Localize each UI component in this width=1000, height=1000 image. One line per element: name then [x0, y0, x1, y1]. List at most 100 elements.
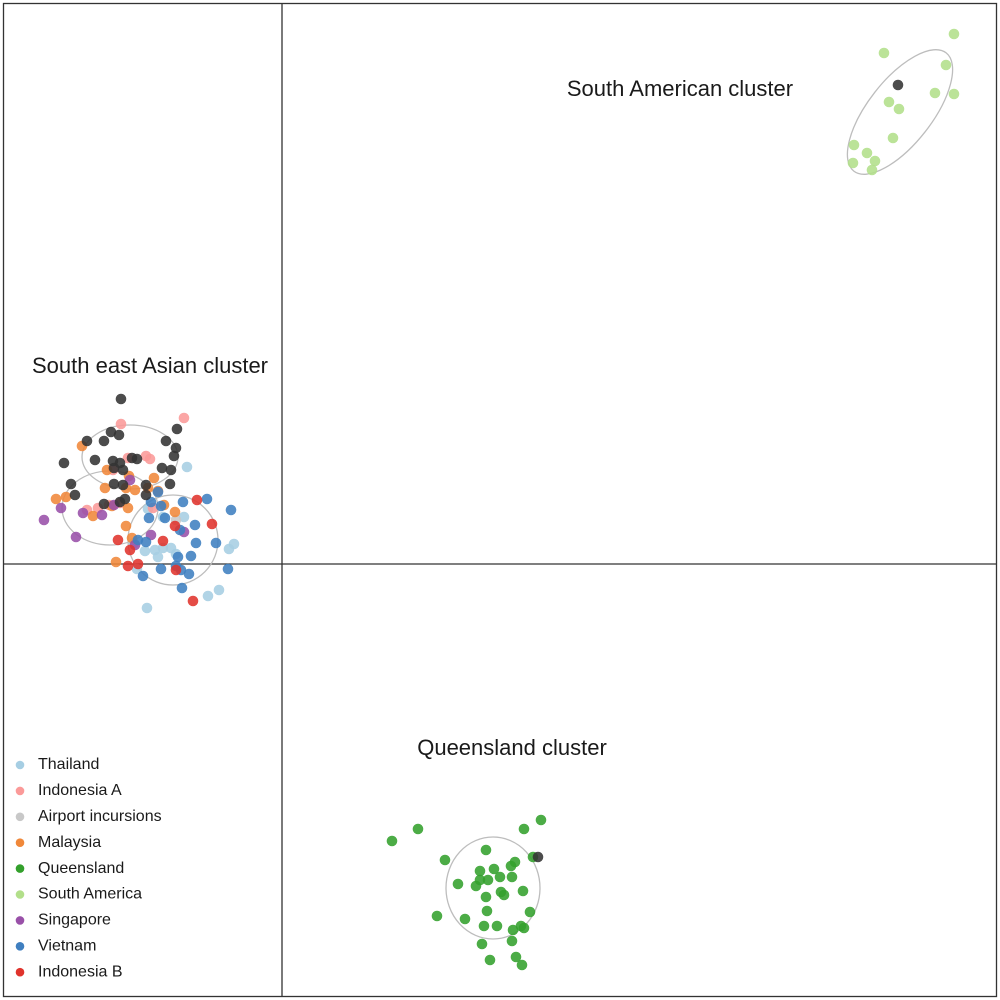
- data-point: [178, 511, 190, 523]
- data-point: [156, 462, 168, 474]
- data-point: [108, 478, 120, 490]
- data-point: [165, 464, 177, 476]
- data-point: [892, 79, 904, 91]
- data-point: [96, 509, 108, 521]
- data-point: [869, 155, 881, 167]
- legend-item-indonesia-b: Indonesia B: [15, 963, 123, 980]
- data-point: [181, 461, 193, 473]
- data-point: [940, 59, 952, 71]
- data-point: [883, 96, 895, 108]
- data-point: [50, 493, 62, 505]
- data-point: [70, 531, 82, 543]
- data-point: [164, 478, 176, 490]
- data-point: [225, 504, 237, 516]
- data-point: [89, 454, 101, 466]
- data-point: [38, 514, 50, 526]
- data-point: [139, 545, 151, 557]
- data-point: [202, 590, 214, 602]
- data-point: [187, 595, 199, 607]
- data-point: [120, 520, 132, 532]
- data-point: [168, 450, 180, 462]
- data-point: [887, 132, 899, 144]
- data-point: [431, 910, 443, 922]
- data-point: [488, 863, 500, 875]
- data-point: [117, 479, 129, 491]
- cluster-label-south-american-cluster: South American cluster: [567, 76, 793, 101]
- data-point: [148, 472, 160, 484]
- data-point: [140, 489, 152, 501]
- data-point: [77, 507, 89, 519]
- legend-label: Thailand: [38, 756, 99, 773]
- data-point: [115, 393, 127, 405]
- data-point: [506, 935, 518, 947]
- data-point: [517, 885, 529, 897]
- legend-swatch: [15, 812, 25, 822]
- data-point: [222, 563, 234, 575]
- data-point: [484, 954, 496, 966]
- data-point: [478, 920, 490, 932]
- legend-label: South America: [38, 886, 142, 903]
- data-point: [112, 534, 124, 546]
- data-point: [65, 478, 77, 490]
- data-point: [189, 519, 201, 531]
- data-point: [459, 913, 471, 925]
- data-point: [113, 429, 125, 441]
- data-point: [108, 462, 120, 474]
- data-point: [201, 493, 213, 505]
- data-point: [157, 535, 169, 547]
- series-indonesia-b: [112, 494, 218, 607]
- legend-item-vietnam: Vietnam: [15, 938, 96, 955]
- data-point: [498, 889, 510, 901]
- data-point: [140, 479, 152, 491]
- data-point: [185, 550, 197, 562]
- legend-swatch: [15, 786, 25, 796]
- data-point: [948, 88, 960, 100]
- legend-item-south-america: South America: [15, 886, 142, 903]
- data-point: [480, 844, 492, 856]
- data-point: [480, 891, 492, 903]
- data-point: [386, 835, 398, 847]
- data-point: [474, 865, 486, 877]
- data-point: [155, 500, 167, 512]
- data-point: [412, 823, 424, 835]
- data-point: [160, 435, 172, 447]
- legend-item-indonesia-a: Indonesia A: [15, 782, 122, 799]
- data-point: [481, 905, 493, 917]
- data-point: [152, 486, 164, 498]
- data-point: [491, 920, 503, 932]
- data-point: [119, 493, 131, 505]
- data-point: [482, 874, 494, 886]
- data-point: [452, 878, 464, 890]
- data-point: [144, 453, 156, 465]
- data-point: [177, 496, 189, 508]
- data-point: [152, 551, 164, 563]
- data-point: [210, 537, 222, 549]
- data-point: [169, 506, 181, 518]
- data-point: [228, 538, 240, 550]
- data-point: [140, 536, 152, 548]
- data-point: [861, 147, 873, 159]
- legend-label: Vietnam: [38, 938, 96, 955]
- data-point: [474, 874, 486, 886]
- cluster-ellipses: [61, 49, 954, 940]
- data-point: [505, 860, 517, 872]
- data-point: [159, 512, 171, 524]
- data-point: [507, 924, 519, 936]
- data-point: [81, 435, 93, 447]
- data-point: [532, 851, 544, 863]
- legend-swatch: [15, 967, 25, 977]
- cluster-label-south-east-asian-cluster: South east Asian cluster: [32, 353, 268, 378]
- cluster-ellipse-1: [846, 49, 954, 175]
- data-point: [518, 922, 530, 934]
- data-point: [115, 418, 127, 430]
- data-point: [948, 28, 960, 40]
- legend-swatch: [15, 864, 25, 873]
- data-point: [171, 423, 183, 435]
- legend-label: Singapore: [38, 912, 111, 929]
- data-point: [510, 951, 522, 963]
- legend-label: Airport incursions: [38, 808, 162, 825]
- legend-label: Queensland: [38, 860, 124, 877]
- legend-swatch: [15, 890, 25, 899]
- series-south-america: [847, 28, 960, 176]
